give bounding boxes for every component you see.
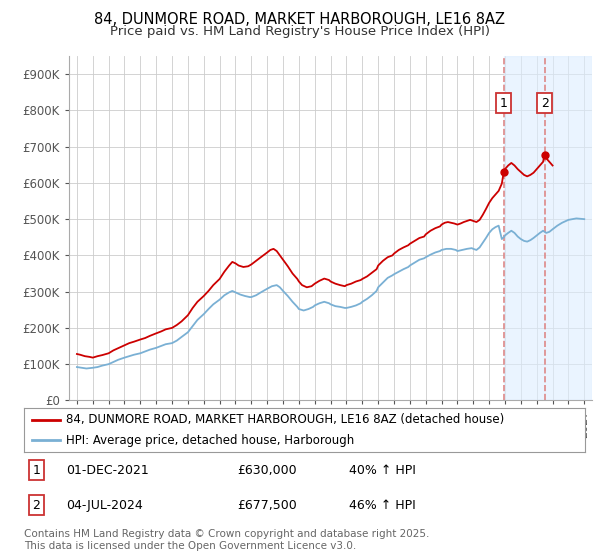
Text: 2: 2	[541, 97, 548, 110]
Text: HPI: Average price, detached house, Harborough: HPI: Average price, detached house, Harb…	[66, 434, 355, 447]
Text: £677,500: £677,500	[237, 499, 297, 512]
Text: 1: 1	[32, 464, 40, 477]
Bar	[504, 56, 592, 400]
Text: £630,000: £630,000	[237, 464, 297, 477]
Text: 40% ↑ HPI: 40% ↑ HPI	[349, 464, 416, 477]
Text: 84, DUNMORE ROAD, MARKET HARBOROUGH, LE16 8AZ: 84, DUNMORE ROAD, MARKET HARBOROUGH, LE1…	[95, 12, 505, 27]
Text: 84, DUNMORE ROAD, MARKET HARBOROUGH, LE16 8AZ (detached house): 84, DUNMORE ROAD, MARKET HARBOROUGH, LE1…	[66, 413, 505, 426]
Text: 04-JUL-2024: 04-JUL-2024	[66, 499, 143, 512]
Text: 01-DEC-2021: 01-DEC-2021	[66, 464, 149, 477]
Text: 2: 2	[32, 499, 40, 512]
Text: 46% ↑ HPI: 46% ↑ HPI	[349, 499, 416, 512]
Text: Price paid vs. HM Land Registry's House Price Index (HPI): Price paid vs. HM Land Registry's House …	[110, 25, 490, 38]
Text: 1: 1	[500, 97, 508, 110]
Text: Contains HM Land Registry data © Crown copyright and database right 2025.
This d: Contains HM Land Registry data © Crown c…	[24, 529, 430, 551]
